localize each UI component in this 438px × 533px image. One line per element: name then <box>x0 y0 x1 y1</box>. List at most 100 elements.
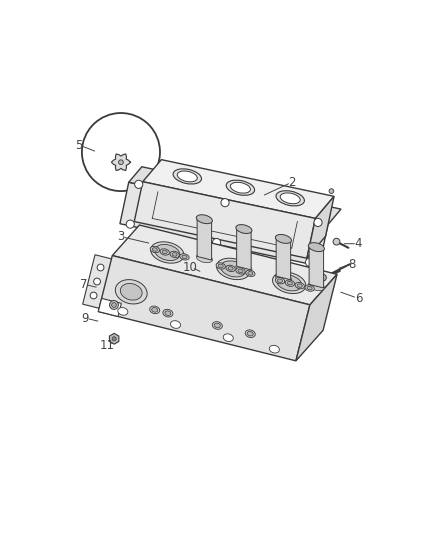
Text: 10: 10 <box>183 261 198 274</box>
Ellipse shape <box>118 308 128 315</box>
Ellipse shape <box>172 253 177 256</box>
Ellipse shape <box>236 268 245 274</box>
Ellipse shape <box>276 273 291 282</box>
Text: 6: 6 <box>355 292 362 304</box>
Circle shape <box>94 278 100 285</box>
Polygon shape <box>276 237 291 280</box>
Circle shape <box>97 264 104 271</box>
Circle shape <box>119 160 124 165</box>
Ellipse shape <box>226 265 235 272</box>
Ellipse shape <box>280 193 300 204</box>
Ellipse shape <box>236 224 252 233</box>
Ellipse shape <box>278 279 283 282</box>
Ellipse shape <box>180 254 189 260</box>
Ellipse shape <box>163 309 173 317</box>
Ellipse shape <box>182 255 187 259</box>
Ellipse shape <box>212 321 223 329</box>
Ellipse shape <box>276 235 291 244</box>
Ellipse shape <box>150 306 160 314</box>
Circle shape <box>329 189 334 193</box>
Ellipse shape <box>214 323 220 328</box>
Polygon shape <box>110 333 119 344</box>
Polygon shape <box>98 255 310 361</box>
Ellipse shape <box>248 271 253 275</box>
Circle shape <box>212 238 221 247</box>
Ellipse shape <box>150 246 159 253</box>
Ellipse shape <box>226 180 254 195</box>
Ellipse shape <box>115 280 147 304</box>
Ellipse shape <box>305 285 314 291</box>
Ellipse shape <box>155 245 180 261</box>
Ellipse shape <box>236 264 252 272</box>
Polygon shape <box>134 182 315 259</box>
Ellipse shape <box>247 332 253 336</box>
Circle shape <box>314 219 322 227</box>
Ellipse shape <box>170 321 180 328</box>
Polygon shape <box>120 182 328 266</box>
Polygon shape <box>129 167 341 224</box>
Polygon shape <box>143 160 334 219</box>
Circle shape <box>333 238 340 245</box>
Ellipse shape <box>295 282 304 289</box>
Ellipse shape <box>173 169 201 184</box>
Text: 2: 2 <box>289 176 296 189</box>
Circle shape <box>112 303 117 308</box>
Ellipse shape <box>272 272 306 294</box>
Ellipse shape <box>162 250 167 254</box>
Ellipse shape <box>245 330 255 337</box>
Ellipse shape <box>152 308 158 312</box>
Ellipse shape <box>287 281 293 285</box>
Ellipse shape <box>308 243 325 252</box>
Ellipse shape <box>152 248 157 251</box>
Circle shape <box>112 337 116 341</box>
Ellipse shape <box>223 334 233 342</box>
Ellipse shape <box>285 280 294 286</box>
Circle shape <box>134 180 143 188</box>
Text: 11: 11 <box>100 339 115 352</box>
Circle shape <box>305 258 314 266</box>
Ellipse shape <box>196 215 212 224</box>
Ellipse shape <box>218 264 223 268</box>
Ellipse shape <box>165 311 171 316</box>
Ellipse shape <box>276 191 304 206</box>
Text: 7: 7 <box>80 278 87 291</box>
Text: 3: 3 <box>117 230 125 244</box>
Polygon shape <box>111 154 131 171</box>
Polygon shape <box>296 274 337 361</box>
Polygon shape <box>237 227 251 270</box>
Ellipse shape <box>177 171 197 182</box>
Ellipse shape <box>228 266 233 270</box>
Text: 4: 4 <box>355 237 362 250</box>
Circle shape <box>221 199 229 207</box>
Ellipse shape <box>297 284 302 287</box>
Ellipse shape <box>308 282 325 290</box>
Ellipse shape <box>151 242 184 263</box>
Text: 5: 5 <box>75 139 82 152</box>
Ellipse shape <box>269 345 279 353</box>
Ellipse shape <box>216 263 226 269</box>
Circle shape <box>82 113 160 191</box>
Ellipse shape <box>221 261 246 277</box>
Ellipse shape <box>238 269 243 272</box>
Polygon shape <box>309 245 324 288</box>
Circle shape <box>90 292 97 299</box>
Polygon shape <box>83 255 115 309</box>
Ellipse shape <box>216 258 250 280</box>
Ellipse shape <box>120 284 142 300</box>
Ellipse shape <box>160 249 170 255</box>
Ellipse shape <box>230 182 251 193</box>
Circle shape <box>320 274 326 281</box>
Polygon shape <box>98 298 121 317</box>
Polygon shape <box>307 196 334 259</box>
Text: 9: 9 <box>81 312 89 325</box>
Ellipse shape <box>307 286 312 290</box>
Ellipse shape <box>246 270 255 277</box>
Ellipse shape <box>276 278 285 284</box>
Ellipse shape <box>196 254 212 263</box>
Text: 8: 8 <box>348 257 356 271</box>
Circle shape <box>309 281 316 288</box>
Ellipse shape <box>277 275 302 291</box>
Polygon shape <box>112 225 337 305</box>
Circle shape <box>110 301 118 309</box>
Polygon shape <box>197 217 212 260</box>
